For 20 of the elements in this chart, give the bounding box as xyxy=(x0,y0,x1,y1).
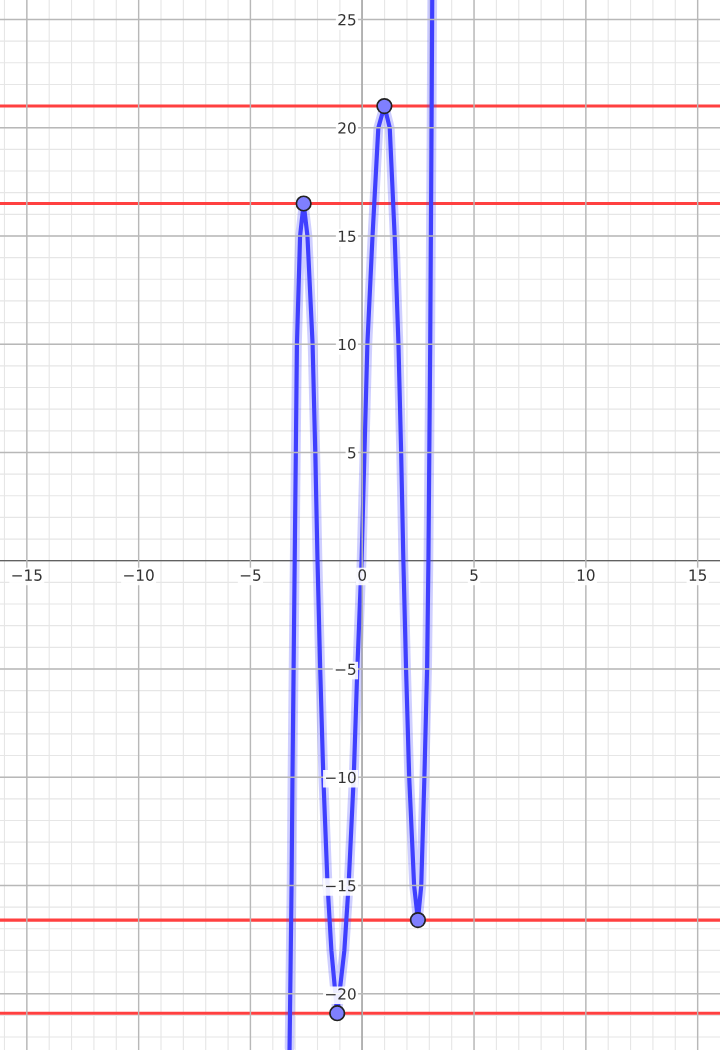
x-tick-label: −5 xyxy=(240,569,261,581)
y-tick-label: 20 xyxy=(338,122,356,134)
y-tick-label: 10 xyxy=(338,338,356,351)
point xyxy=(376,97,393,115)
x-tick-label: 5 xyxy=(470,569,478,581)
point xyxy=(409,911,427,929)
y-tick-label: 25 xyxy=(338,13,356,26)
x-tick-label: 10 xyxy=(577,569,595,581)
y-tick-label: 15 xyxy=(338,230,356,242)
point xyxy=(329,1005,346,1022)
point xyxy=(295,195,312,212)
y-tick-label: −15 xyxy=(326,880,356,892)
x-tick-label: −15 xyxy=(12,569,42,581)
y-tick-label: 5 xyxy=(348,447,356,459)
y-tick-label: −5 xyxy=(335,663,356,675)
x-tick-label: 0 xyxy=(358,569,367,581)
y-tick-label: −20 xyxy=(326,988,356,1000)
x-tick-label: 15 xyxy=(689,569,707,581)
y-tick-label: −10 xyxy=(326,771,356,784)
x-tick-label: −10 xyxy=(124,569,154,581)
